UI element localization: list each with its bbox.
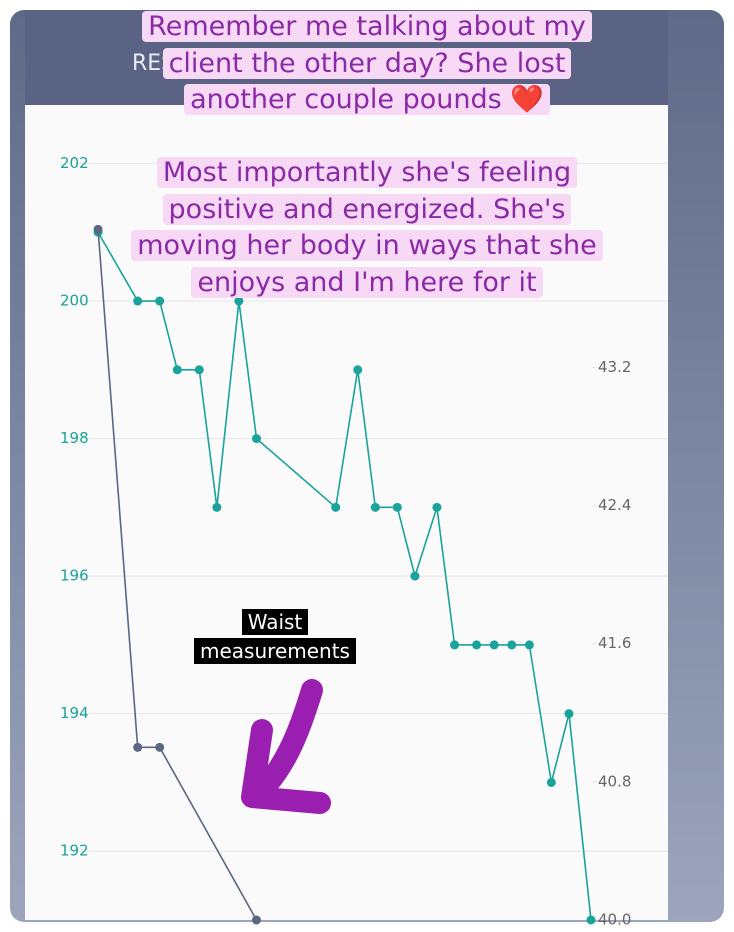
point xyxy=(133,296,143,306)
caption-text: Waist xyxy=(241,609,309,635)
caption-line: enjoys and I'm here for it xyxy=(0,265,734,302)
y2-tick-label: 40.0 xyxy=(598,911,631,929)
point xyxy=(155,742,165,752)
caption-text: another couple pounds ❤️ xyxy=(184,84,550,115)
y2-tick-label: 41.6 xyxy=(598,634,631,652)
point xyxy=(370,502,380,512)
y2-tick-label: 43.2 xyxy=(598,358,631,376)
point xyxy=(432,502,442,512)
waist-label: Waist measurements xyxy=(175,608,375,666)
point xyxy=(155,296,165,306)
series-line xyxy=(97,231,592,921)
caption-text: moving her body in ways that she xyxy=(131,230,603,261)
series-line xyxy=(97,229,258,921)
point xyxy=(234,296,244,306)
caption-line: moving her body in ways that she xyxy=(0,228,734,265)
caption-1: Remember me talking about my client the o… xyxy=(0,9,734,119)
caption-line: Most importantly she's feeling xyxy=(0,155,734,192)
y2-tick-label: 40.8 xyxy=(598,772,631,790)
caption-line: client the other day? She lost xyxy=(0,46,734,83)
caption-2: Most importantly she's feeling positive a… xyxy=(0,155,734,301)
caption-line: measurements xyxy=(175,637,375,666)
point xyxy=(450,640,460,650)
y-tick-label: 198 xyxy=(60,429,89,447)
point xyxy=(489,640,499,650)
point xyxy=(546,777,556,787)
caption-line: another couple pounds ❤️ xyxy=(0,82,734,119)
caption-text: client the other day? She lost xyxy=(162,47,572,79)
point xyxy=(586,915,596,925)
y-tick-label: 194 xyxy=(60,704,89,722)
y-tick-label: 196 xyxy=(60,567,89,585)
point xyxy=(472,640,482,650)
point xyxy=(507,640,517,650)
caption-line: positive and energized. She's xyxy=(0,192,734,229)
caption-text: positive and energized. She's xyxy=(162,193,572,225)
point xyxy=(251,434,261,444)
point xyxy=(564,709,574,719)
caption-text: measurements xyxy=(194,638,356,664)
y-tick-label: 192 xyxy=(60,842,89,860)
arrow xyxy=(241,679,331,814)
point xyxy=(194,365,204,375)
point xyxy=(353,365,363,375)
caption-line: Waist xyxy=(175,608,375,637)
point xyxy=(331,502,341,512)
point xyxy=(212,502,222,512)
caption-text: Remember me talking about my xyxy=(142,11,592,42)
point xyxy=(410,571,420,581)
point xyxy=(93,224,103,234)
point xyxy=(251,915,261,925)
caption-text: enjoys and I'm here for it xyxy=(191,266,543,298)
y-tick-label: 200 xyxy=(60,292,89,310)
caption-line: Remember me talking about my xyxy=(0,9,734,46)
point xyxy=(392,502,402,512)
marks xyxy=(93,224,596,925)
y-tick-label: 202 xyxy=(60,154,89,172)
caption-text: Most importantly she's feeling xyxy=(156,157,578,188)
point xyxy=(524,640,534,650)
point xyxy=(133,742,143,752)
point xyxy=(172,365,182,375)
y2-tick-label: 42.4 xyxy=(598,496,631,514)
